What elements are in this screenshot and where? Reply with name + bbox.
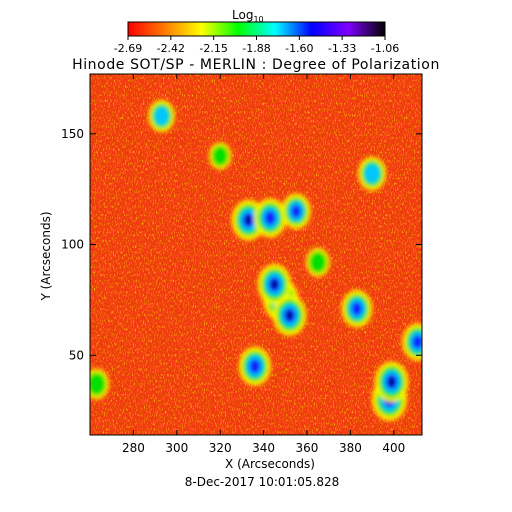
x-tick-label: 300 bbox=[165, 441, 188, 455]
colorbar-tick-label: -1.06 bbox=[371, 42, 399, 55]
axes: 280 300 320 340 360 380 400 50 100 150 bbox=[61, 74, 422, 455]
colorbar-tick-label: -2.42 bbox=[157, 42, 185, 55]
colorbar-ticks: -2.69 -2.42 -2.15 -1.88 -1.60 -1.33 -1.06 bbox=[114, 36, 399, 55]
chart-title: Hinode SOT/SP - MERLIN : Degree of Polar… bbox=[72, 57, 440, 73]
high-polarization-patch bbox=[358, 156, 387, 191]
high-polarization-patch bbox=[238, 346, 272, 386]
x-tick-label: 340 bbox=[252, 441, 275, 455]
y-tick-label: 150 bbox=[61, 127, 84, 141]
colorbar: Log10 -2.69 -2.42 -2.15 -1.88 -1.60 -1.33 -1.0… bbox=[114, 8, 399, 55]
colorbar-label: Log10 bbox=[232, 8, 264, 24]
colorbar-tick-label: -1.88 bbox=[242, 42, 270, 55]
colorbar-tick-label: -2.69 bbox=[114, 42, 142, 55]
x-tick-label: 320 bbox=[209, 441, 232, 455]
x-tick-label: 400 bbox=[382, 441, 405, 455]
y-tick-label: 100 bbox=[61, 238, 84, 252]
date-label: 8-Dec-2017 10:01:05.828 bbox=[185, 475, 339, 489]
high-polarization-patch bbox=[305, 247, 330, 277]
y-tick-label: 50 bbox=[69, 348, 84, 362]
high-polarization-patch bbox=[254, 198, 287, 238]
high-polarization-patch bbox=[257, 263, 292, 305]
high-polarization-patch bbox=[90, 368, 110, 400]
colorbar-gradient bbox=[127, 21, 386, 37]
high-polarization-patch bbox=[341, 290, 373, 328]
plot-frame bbox=[89, 73, 423, 436]
high-polarization-patch bbox=[272, 295, 307, 336]
colorbar-tick-label: -1.33 bbox=[328, 42, 356, 55]
high-polarization-patch bbox=[208, 142, 232, 170]
colorbar-tick-label: -1.60 bbox=[285, 42, 313, 55]
x-tick-label: 360 bbox=[296, 441, 319, 455]
x-tick-label: 280 bbox=[122, 441, 145, 455]
high-polarization-patch bbox=[281, 193, 311, 230]
y-axis-label: Y (Arcseconds) bbox=[39, 211, 53, 301]
colorbar-tick-label: -2.15 bbox=[199, 42, 227, 55]
high-polarization-patch bbox=[148, 99, 175, 133]
high-polarization-patch bbox=[402, 323, 422, 361]
x-axis-label: X (Arcseconds) bbox=[225, 457, 315, 471]
heatmap-plot bbox=[90, 74, 422, 435]
x-tick-label: 380 bbox=[339, 441, 362, 455]
high-polarization-patch bbox=[374, 361, 409, 403]
heatmap-features bbox=[90, 99, 422, 421]
